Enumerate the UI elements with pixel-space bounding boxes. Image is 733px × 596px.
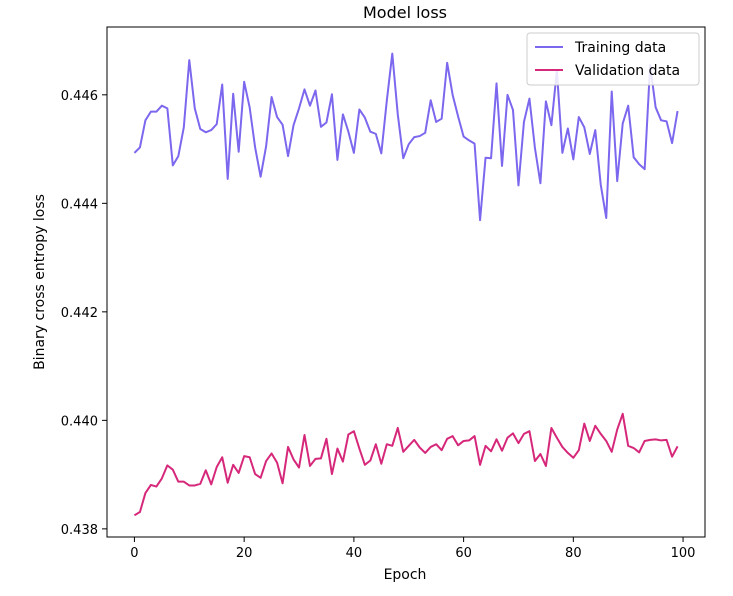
series-layer xyxy=(133,52,679,517)
legend: Training data Validation data xyxy=(526,32,700,86)
y-tick-label: 0.446 xyxy=(61,89,98,104)
y-tick-label: 0.440 xyxy=(61,414,98,429)
plot-area-frame xyxy=(106,26,706,538)
y-tick-label: 0.442 xyxy=(61,306,98,321)
legend-box xyxy=(526,32,700,86)
legend-label-validation: Validation data xyxy=(575,63,680,79)
chart-title: Model loss xyxy=(363,3,447,22)
x-tick-label: 40 xyxy=(346,546,363,561)
x-tick-label: 0 xyxy=(130,546,138,561)
x-tick-label: 60 xyxy=(455,546,472,561)
x-tick-label: 80 xyxy=(565,546,582,561)
y-tick-label: 0.444 xyxy=(61,197,98,212)
y-tick-label: 0.438 xyxy=(61,523,98,538)
x-axis-ticks: 0 20 40 60 80 100 xyxy=(130,537,695,561)
series-line-training xyxy=(133,52,679,222)
x-tick-label: 20 xyxy=(236,546,253,561)
series-line-validation xyxy=(133,412,679,517)
x-axis-label: Epoch xyxy=(384,567,427,583)
y-axis-ticks: 0.438 0.440 0.442 0.444 0.446 xyxy=(61,89,107,538)
x-tick-label: 100 xyxy=(671,546,696,561)
legend-label-training: Training data xyxy=(574,40,666,56)
y-axis-label: Binary cross entropy loss xyxy=(32,194,48,370)
